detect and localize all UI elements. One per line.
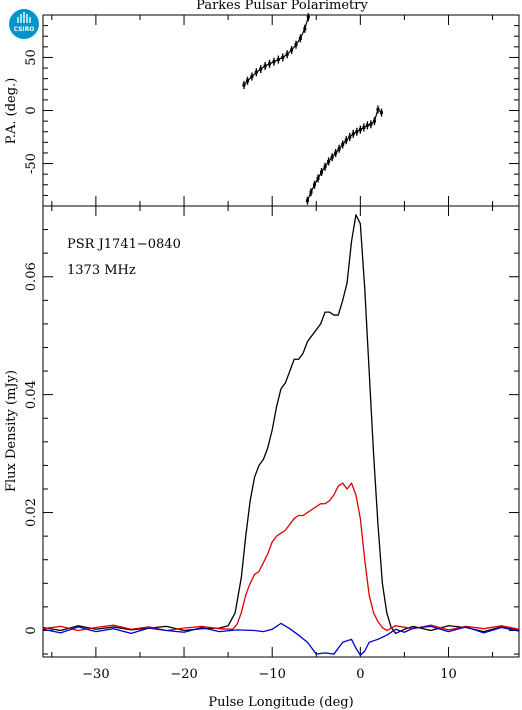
- pa-series-line: [243, 16, 309, 86]
- pa-point: [290, 48, 294, 52]
- pa-point: [369, 122, 373, 126]
- pa-point: [323, 165, 327, 169]
- flux-x-axis: −30 −20 −10 0 10: [51, 206, 494, 682]
- pa-point: [246, 79, 250, 83]
- pa-point: [250, 75, 254, 79]
- pa-point: [263, 64, 267, 68]
- pa-point: [320, 170, 324, 174]
- pa-point: [276, 58, 280, 62]
- pa-point: [285, 52, 289, 56]
- pa-panel-frame: [42, 14, 520, 207]
- flux-y-tick-label: 0.06: [24, 262, 39, 291]
- pa-point: [316, 176, 320, 180]
- pa-y-tick-label: -50: [24, 153, 39, 174]
- pa-y-axis: -50 0 50: [24, 25, 519, 196]
- flux-y-tick-label: 0.02: [24, 498, 39, 527]
- pa-point: [351, 132, 355, 136]
- pa-point: [268, 62, 272, 66]
- pa-point: [334, 151, 338, 155]
- pa-point: [298, 36, 302, 40]
- csiro-logo: CSIRO: [9, 9, 39, 39]
- flux-y-axis: 0 0.02 0.04 0.06: [24, 229, 519, 655]
- pa-point: [272, 60, 276, 64]
- flux-panel-frame: [42, 205, 520, 658]
- chart-title: Parkes Pulsar Polarimetry: [196, 0, 368, 13]
- pa-point: [330, 155, 334, 159]
- pa-series-line: [306, 108, 382, 201]
- flux-y-tick-label: 0: [24, 626, 39, 634]
- pa-points: [242, 13, 383, 205]
- flux-x-tick-label: −30: [82, 667, 109, 682]
- pa-point: [306, 15, 310, 19]
- flux-x-axis-label: Pulse Longitude (deg): [208, 695, 353, 710]
- frequency-label: 1373 MHz: [67, 263, 136, 278]
- flux-x-tick-label: 0: [356, 667, 364, 682]
- pa-point: [341, 142, 345, 146]
- csiro-logo-badge: [9, 9, 39, 39]
- pa-point: [376, 107, 380, 111]
- pa-point: [372, 119, 376, 123]
- flux-x-tick-label: 10: [440, 667, 457, 682]
- pa-point: [254, 70, 258, 74]
- flux-traces: [42, 214, 520, 656]
- pa-y-tick-label: 50: [24, 49, 39, 66]
- pa-point: [309, 190, 313, 194]
- csiro-logo-text: CSIRO: [14, 26, 35, 33]
- pa-point: [312, 183, 316, 187]
- pa-point: [365, 123, 369, 127]
- pa-point: [303, 27, 307, 31]
- pulsar-name-label: PSR J1741−0840: [67, 237, 181, 252]
- flux-x-tick-label: −20: [170, 667, 197, 682]
- pa-x-axis: [51, 15, 494, 206]
- pa-point: [242, 83, 246, 87]
- pa-point: [294, 43, 298, 47]
- pa-point: [327, 159, 331, 163]
- pa-point: [281, 55, 285, 59]
- pa-point: [362, 125, 366, 129]
- pa-point: [355, 130, 359, 134]
- pa-y-axis-label: P.A. (deg.): [4, 78, 19, 145]
- flux-x-tick-label: −10: [258, 667, 285, 682]
- pa-panel: -50 0 50 P.A. (deg.): [4, 13, 520, 207]
- pa-point: [348, 135, 352, 139]
- pa-point: [259, 67, 263, 71]
- circular-polarization-trace: [42, 622, 520, 656]
- pa-point: [358, 128, 362, 132]
- pa-y-tick-label: 0: [24, 106, 39, 114]
- pa-point: [379, 111, 383, 115]
- pa-point: [344, 138, 348, 142]
- pa-point: [305, 199, 309, 203]
- flux-y-tick-label: 0.04: [24, 380, 39, 409]
- flux-panel: 0 0.02 0.04 0.06 −30 −20 −10 0 10 PSR J1741−084…: [4, 205, 520, 710]
- flux-y-axis-label: Flux Density (mJy): [4, 370, 19, 492]
- pa-point: [337, 147, 341, 151]
- csiro-logo-bars-icon: [17, 12, 31, 23]
- linear-polarization-trace: [42, 482, 520, 632]
